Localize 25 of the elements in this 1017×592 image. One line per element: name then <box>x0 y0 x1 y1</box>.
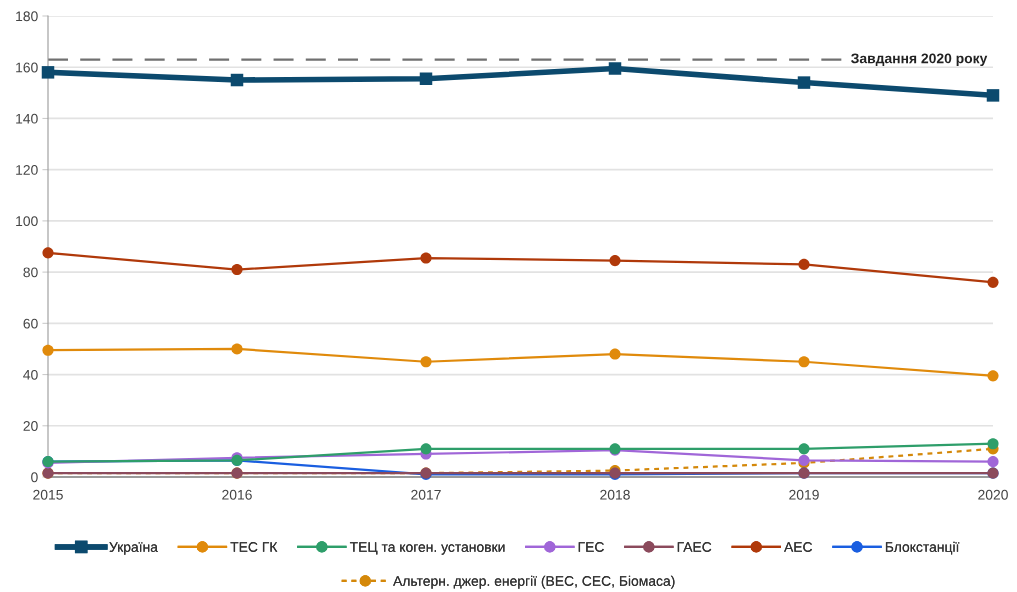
y-tick-label: 100 <box>16 216 38 227</box>
legend-label: Україна <box>109 542 158 555</box>
y-tick-label: 180 <box>16 11 38 22</box>
x-tick-label: 2016 <box>222 489 252 500</box>
legend-label: ГЕС <box>578 542 604 552</box>
x-tick-label: 2018 <box>600 489 630 500</box>
y-tick-label: 140 <box>16 113 38 124</box>
legend-label: ГАЕС <box>677 542 712 552</box>
y-tick-label: 20 <box>23 421 38 431</box>
legend-label: АЕС <box>784 542 813 552</box>
legend-label: ТЕЦ та коген. установки <box>349 542 505 555</box>
legend-label: ТЕС ГК <box>230 542 278 552</box>
legend-label: Блокстанції <box>885 541 960 555</box>
y-tick-label: 0 <box>31 472 38 483</box>
y-tick-label: 60 <box>23 318 38 329</box>
y-tick-label: 160 <box>16 62 38 73</box>
ref-line-label: Завдання 2020 року <box>851 53 988 67</box>
x-tick-label: 2019 <box>789 489 819 500</box>
x-tick-label: 2015 <box>33 489 63 500</box>
y-tick-label: 80 <box>23 267 38 278</box>
y-tick-label: 120 <box>16 165 38 175</box>
legend-label: Альтерн. джер. енергії (ВЕС, СЕС, Біомаса) <box>393 575 675 589</box>
x-tick-label: 2017 <box>411 489 441 500</box>
x-tick-label: 2020 <box>978 489 1008 500</box>
y-tick-label: 40 <box>23 369 38 380</box>
